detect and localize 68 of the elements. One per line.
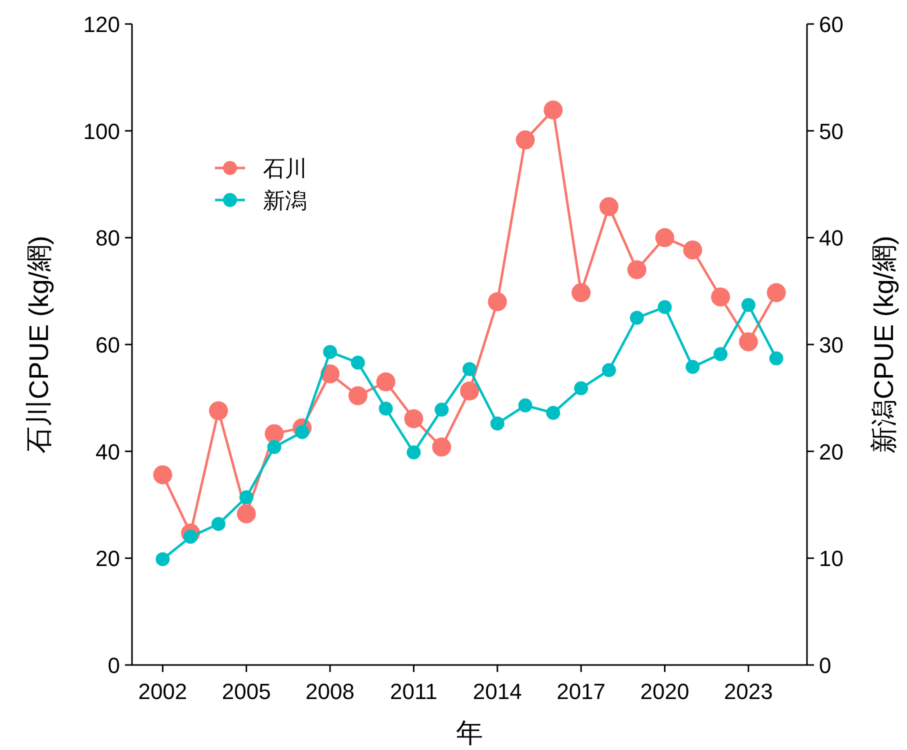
point [518,398,532,412]
x-tick-label: 2023 [724,679,773,704]
legend-label: 新潟 [263,188,307,213]
point [574,381,588,396]
point [766,283,786,302]
point [350,356,365,370]
point [490,416,504,431]
x-tick-label: 2020 [640,679,690,704]
point [572,283,591,302]
point [378,402,393,416]
point [599,197,618,216]
point [348,386,368,406]
point [460,381,479,400]
y2-tick-label: 10 [819,546,844,572]
point [323,344,338,359]
x-tick-label: 2014 [472,679,522,704]
point [627,260,646,280]
y-tick-label: 100 [83,118,120,144]
point [376,372,396,392]
point [738,332,758,352]
point [236,504,256,524]
point [711,287,730,306]
y2-axis-title: 新潟CPUE (kg/網) [869,236,899,454]
point [714,347,728,362]
point [741,298,756,312]
point [156,552,170,566]
point [404,409,424,428]
y2-tick-label: 20 [819,439,844,464]
point [406,445,421,460]
point [658,300,672,314]
x-tick-label: 2017 [556,679,606,704]
x-axis-title: 年 [456,718,483,748]
y-tick-label: 20 [96,546,120,572]
point [630,310,644,325]
y-tick-label: 0 [108,653,120,678]
x-tick-label: 2011 [390,679,438,704]
point [267,440,282,454]
point [655,228,674,248]
point [432,438,452,457]
point [544,100,563,120]
x-tick-label: 2002 [138,679,188,704]
point [208,401,228,420]
point [462,362,476,376]
y2-tick-label: 40 [819,226,844,251]
legend-label: 石川 [263,156,307,181]
y-tick-label: 120 [83,12,120,37]
y-tick-label: 60 [96,332,120,358]
point [686,360,700,374]
point [211,516,226,531]
point [516,130,535,150]
point [434,402,449,417]
point [602,363,616,378]
x-tick-label: 2005 [222,679,271,704]
y-tick-label: 80 [96,226,120,251]
y2-tick-label: 60 [819,12,844,37]
y2-tick-label: 30 [819,332,844,358]
y2-tick-label: 50 [819,118,844,144]
point [769,351,784,366]
x-tick-label: 2008 [306,679,355,704]
point [683,240,702,260]
y-axis-title: 石川CPUE (kg/網) [24,236,54,454]
y-tick-label: 40 [96,439,120,464]
point [153,465,172,484]
y2-tick-label: 0 [819,653,832,678]
point [488,292,507,312]
point [239,490,254,504]
point [546,406,560,420]
point [264,424,284,444]
